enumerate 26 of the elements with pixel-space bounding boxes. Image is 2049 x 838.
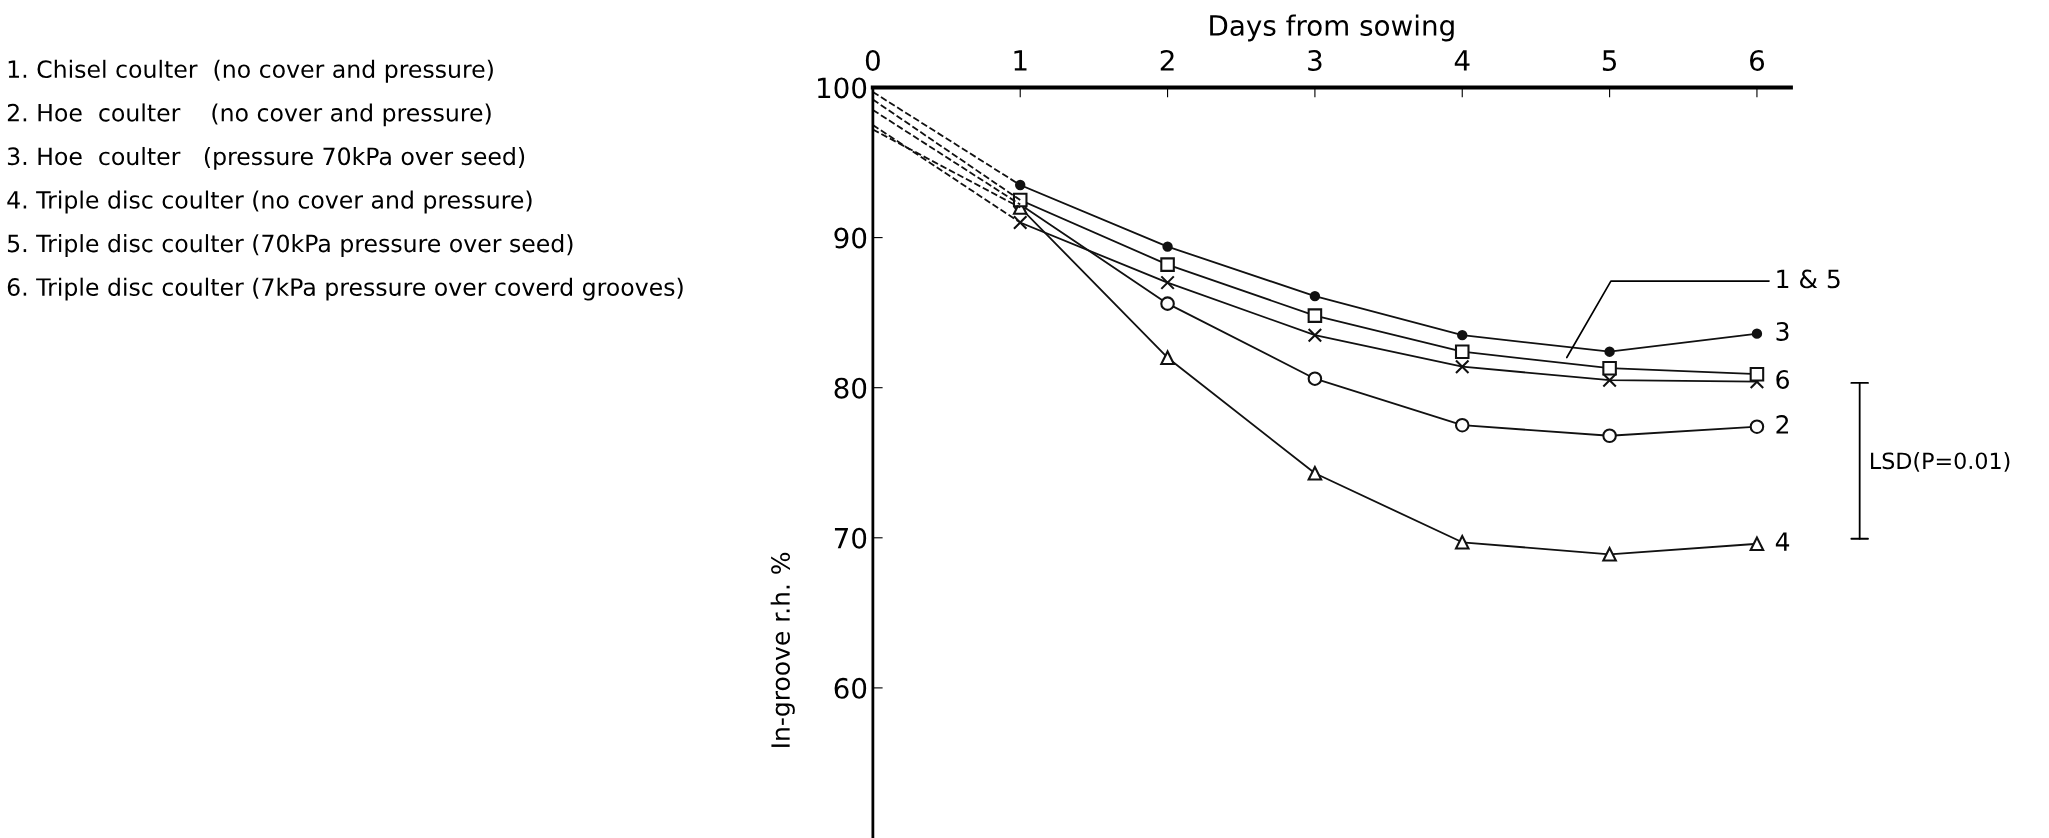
- y-tick-label: 90: [834, 227, 867, 249]
- y-tick-label: 100: [818, 77, 867, 99]
- text: 1 & 5: [1777, 269, 1840, 289]
- text: 2. Hoe coulter (no cover and pressure): [7, 103, 491, 127]
- x-tick-label: 0: [865, 49, 880, 71]
- x-axis-title: Days from sowing: [1210, 14, 1454, 42]
- x-tick-label: 1: [1014, 50, 1027, 71]
- x-tick-label: 4: [1454, 50, 1470, 71]
- text: 4. Triple disc coulter (no cover and pressure): [7, 190, 532, 214]
- x-tick-label: 2: [1160, 49, 1174, 71]
- y-tick-label: 60: [834, 677, 867, 699]
- y-tick-label: 80: [834, 377, 867, 399]
- text: 3. Hoe coulter (pressure 70kPa over seed): [7, 146, 525, 170]
- x-tick-label: 5: [1602, 50, 1616, 71]
- x-tick-label: 6: [1750, 49, 1765, 71]
- series-label: 2: [1776, 415, 1789, 434]
- text: 5. Triple disc coulter (70kPa pressure over seed): [7, 234, 573, 257]
- y-axis-title: In-groove r.h. %: [770, 552, 795, 747]
- x-tick-label: 3: [1308, 49, 1322, 71]
- text: 6. Triple disc coulter (7kPa pressure over coverd grooves): [7, 277, 683, 301]
- text: LSD(P=0.01): [1871, 452, 2010, 472]
- series-label: 6: [1776, 370, 1789, 389]
- series-label: 4: [1775, 532, 1790, 551]
- text: 1. Chisel coulter (no cover and pressure): [8, 59, 493, 83]
- y-tick-label: 70: [834, 527, 867, 549]
- series-label: 3: [1776, 322, 1789, 341]
